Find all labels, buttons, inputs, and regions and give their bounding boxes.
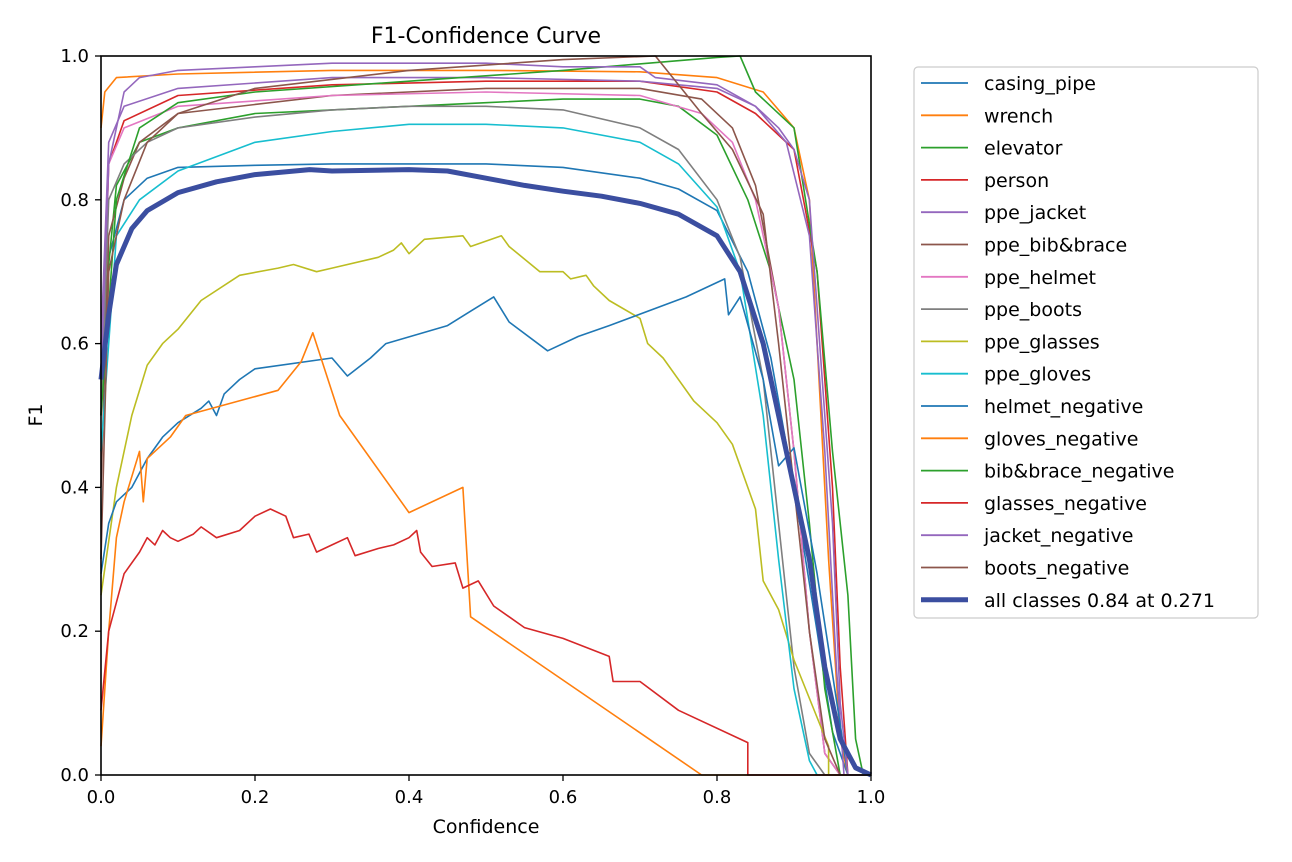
legend-label: ppe_bib&brace <box>984 235 1127 257</box>
legend-label: ppe_jacket <box>984 202 1086 224</box>
legend-label: jacket_negative <box>983 525 1133 547</box>
legend-item-wrench: wrench <box>921 105 1053 127</box>
series-line-glasses-negative <box>100 508 871 776</box>
series-line-ppe-jacket <box>100 76 871 776</box>
x-axis-label: Confidence <box>433 816 540 838</box>
y-tick-label: 0.0 <box>60 765 89 786</box>
legend-label: person <box>984 170 1049 192</box>
legend-item-bibandbrace-negative: bib&brace_negative <box>921 461 1174 483</box>
legend-item-boots-negative: boots_negative <box>921 558 1129 580</box>
x-tick-label: 0.8 <box>703 787 732 808</box>
legend-item-ppe-jacket: ppe_jacket <box>921 202 1086 224</box>
plot-lines <box>98 55 873 778</box>
y-tick-label: 0.6 <box>60 334 89 355</box>
legend-label: ppe_gloves <box>984 364 1091 386</box>
series-line-all-classes-0-84-at-0-271 <box>98 167 873 778</box>
legend-label: boots_negative <box>984 558 1129 580</box>
series-line-boots-negative <box>100 55 871 776</box>
x-tick-label: 0.0 <box>87 787 116 808</box>
y-tick-label: 0.8 <box>60 190 89 211</box>
legend-item-ppe-gloves: ppe_gloves <box>921 364 1091 386</box>
y-axis-label: F1 <box>25 403 47 426</box>
x-tick-label: 0.6 <box>549 787 578 808</box>
series-line-helmet-negative <box>100 278 871 776</box>
legend-item-glasses-negative: glasses_negative <box>921 493 1147 515</box>
legend-label: ppe_helmet <box>984 267 1096 289</box>
legend-item-ppe-bibandbrace: ppe_bib&brace <box>921 235 1127 257</box>
legend-item-ppe-glasses: ppe_glasses <box>921 331 1100 353</box>
series-line-ppe-bibandbrace <box>100 87 871 776</box>
x-axis-ticks: 0.0 0.2 0.4 0.6 0.8 1.0 <box>87 775 886 808</box>
y-axis-ticks: 0.0 0.2 0.4 0.6 0.8 1.0 <box>60 46 101 786</box>
plot-frame <box>100 55 872 776</box>
legend-item-person: person <box>921 170 1049 192</box>
legend-label: bib&brace_negative <box>984 461 1174 483</box>
series-line-ppe-gloves <box>100 123 871 776</box>
y-tick-label: 0.2 <box>60 621 89 642</box>
legend-item-helmet-negative: helmet_negative <box>921 396 1143 418</box>
legend-item-ppe-helmet: ppe_helmet <box>921 267 1096 289</box>
series-line-gloves-negative <box>100 332 871 776</box>
x-tick-label: 0.2 <box>241 787 270 808</box>
legend-label: all classes 0.84 at 0.271 <box>984 590 1215 612</box>
series-line-casing-pipe <box>100 163 871 776</box>
x-tick-label: 0.4 <box>395 787 424 808</box>
y-tick-label: 1.0 <box>60 46 89 67</box>
legend-label: ppe_glasses <box>984 331 1100 353</box>
legend-item-gloves-negative: gloves_negative <box>921 428 1138 450</box>
legend-label: gloves_negative <box>984 428 1138 450</box>
legend-label: ppe_boots <box>984 299 1082 321</box>
legend-label: helmet_negative <box>984 396 1143 418</box>
chart-title: F1-Confidence Curve <box>371 24 601 49</box>
series-line-ppe-boots <box>100 105 871 776</box>
legend-item-jacket-negative: jacket_negative <box>921 525 1133 547</box>
series-line-ppe-glasses <box>100 235 871 776</box>
legend-item-all-classes-0-84-at-0-271: all classes 0.84 at 0.271 <box>921 590 1215 612</box>
series-line-ppe-helmet <box>100 91 871 776</box>
legend-label: elevator <box>984 138 1063 160</box>
legend-label: casing_pipe <box>984 73 1096 95</box>
legend-item-ppe-boots: ppe_boots <box>921 299 1082 321</box>
legend-item-casing-pipe: casing_pipe <box>921 73 1096 95</box>
series-line-jacket-negative <box>100 62 871 776</box>
series-line-person <box>100 80 871 776</box>
legend-label: glasses_negative <box>984 493 1147 515</box>
legend-item-elevator: elevator <box>921 138 1063 160</box>
x-tick-label: 1.0 <box>857 787 886 808</box>
legend-label: wrench <box>984 105 1053 127</box>
y-tick-label: 0.4 <box>60 477 89 498</box>
legend-frame <box>913 66 1259 619</box>
